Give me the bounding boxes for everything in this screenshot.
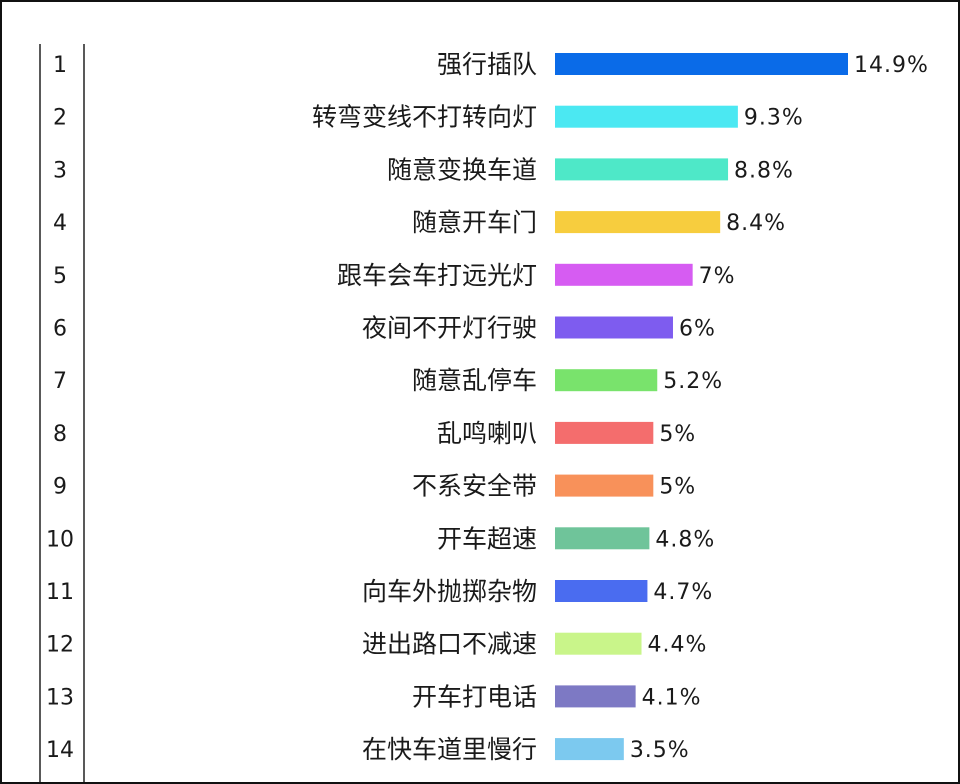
value-label: 8.8%	[734, 158, 794, 183]
rank-label: 6	[53, 317, 67, 342]
rank-label: 14	[46, 738, 74, 763]
bar	[555, 316, 673, 339]
category-label: 随意变换车道	[387, 155, 537, 184]
category-label: 不系安全带	[412, 472, 537, 501]
rank-label: 11	[46, 580, 74, 605]
category-label: 夜间不开灯行驶	[362, 314, 537, 343]
value-label: 6%	[679, 317, 716, 342]
rank-label: 9	[53, 475, 67, 500]
rank-label: 5	[53, 264, 67, 289]
bar	[555, 632, 642, 655]
value-label: 3.5%	[630, 738, 690, 763]
value-label: 4.4%	[648, 633, 708, 658]
value-label: 5.2%	[663, 369, 723, 394]
value-label: 9.3%	[744, 106, 804, 131]
category-label: 开车打电话	[412, 682, 537, 711]
value-label: 4.1%	[642, 685, 702, 710]
category-label: 随意开车门	[412, 208, 537, 237]
rank-label: 12	[46, 633, 74, 658]
bar	[555, 369, 658, 392]
bar	[555, 158, 729, 181]
category-label: 进出路口不减速	[362, 630, 537, 659]
value-label: 14.9%	[854, 53, 929, 78]
value-label: 4.8%	[655, 527, 715, 552]
rank-label: 1	[53, 53, 67, 78]
value-label: 4.7%	[653, 580, 713, 605]
value-label: 8.4%	[726, 211, 786, 236]
bar	[555, 263, 693, 286]
category-label: 转弯变线不打转向灯	[312, 103, 537, 132]
bar	[555, 53, 848, 75]
rank-label: 3	[53, 158, 67, 183]
category-label: 随意乱停车	[412, 366, 537, 395]
bar	[555, 105, 738, 128]
bar	[555, 685, 636, 708]
bar	[555, 738, 624, 761]
value-label: 5%	[659, 422, 696, 447]
category-label: 在快车道里慢行	[362, 735, 537, 764]
rank-label: 7	[53, 369, 67, 394]
value-label: 7%	[699, 264, 736, 289]
category-label: 向车外抛掷杂物	[362, 577, 537, 606]
category-label: 开车超速	[437, 524, 537, 553]
rank-label: 2	[53, 106, 67, 131]
bar	[555, 580, 648, 602]
category-label: 乱鸣喇叭	[437, 419, 537, 448]
bar	[555, 474, 654, 497]
bar	[555, 527, 650, 550]
category-label: 强行插队	[437, 50, 537, 79]
bar	[555, 421, 654, 444]
rank-label: 4	[53, 211, 67, 236]
rank-label: 8	[53, 422, 67, 447]
rank-label: 13	[46, 685, 74, 710]
value-label: 5%	[659, 475, 696, 500]
bar	[555, 211, 721, 234]
rank-label: 10	[46, 527, 74, 552]
category-label: 跟车会车打远光灯	[337, 261, 537, 290]
